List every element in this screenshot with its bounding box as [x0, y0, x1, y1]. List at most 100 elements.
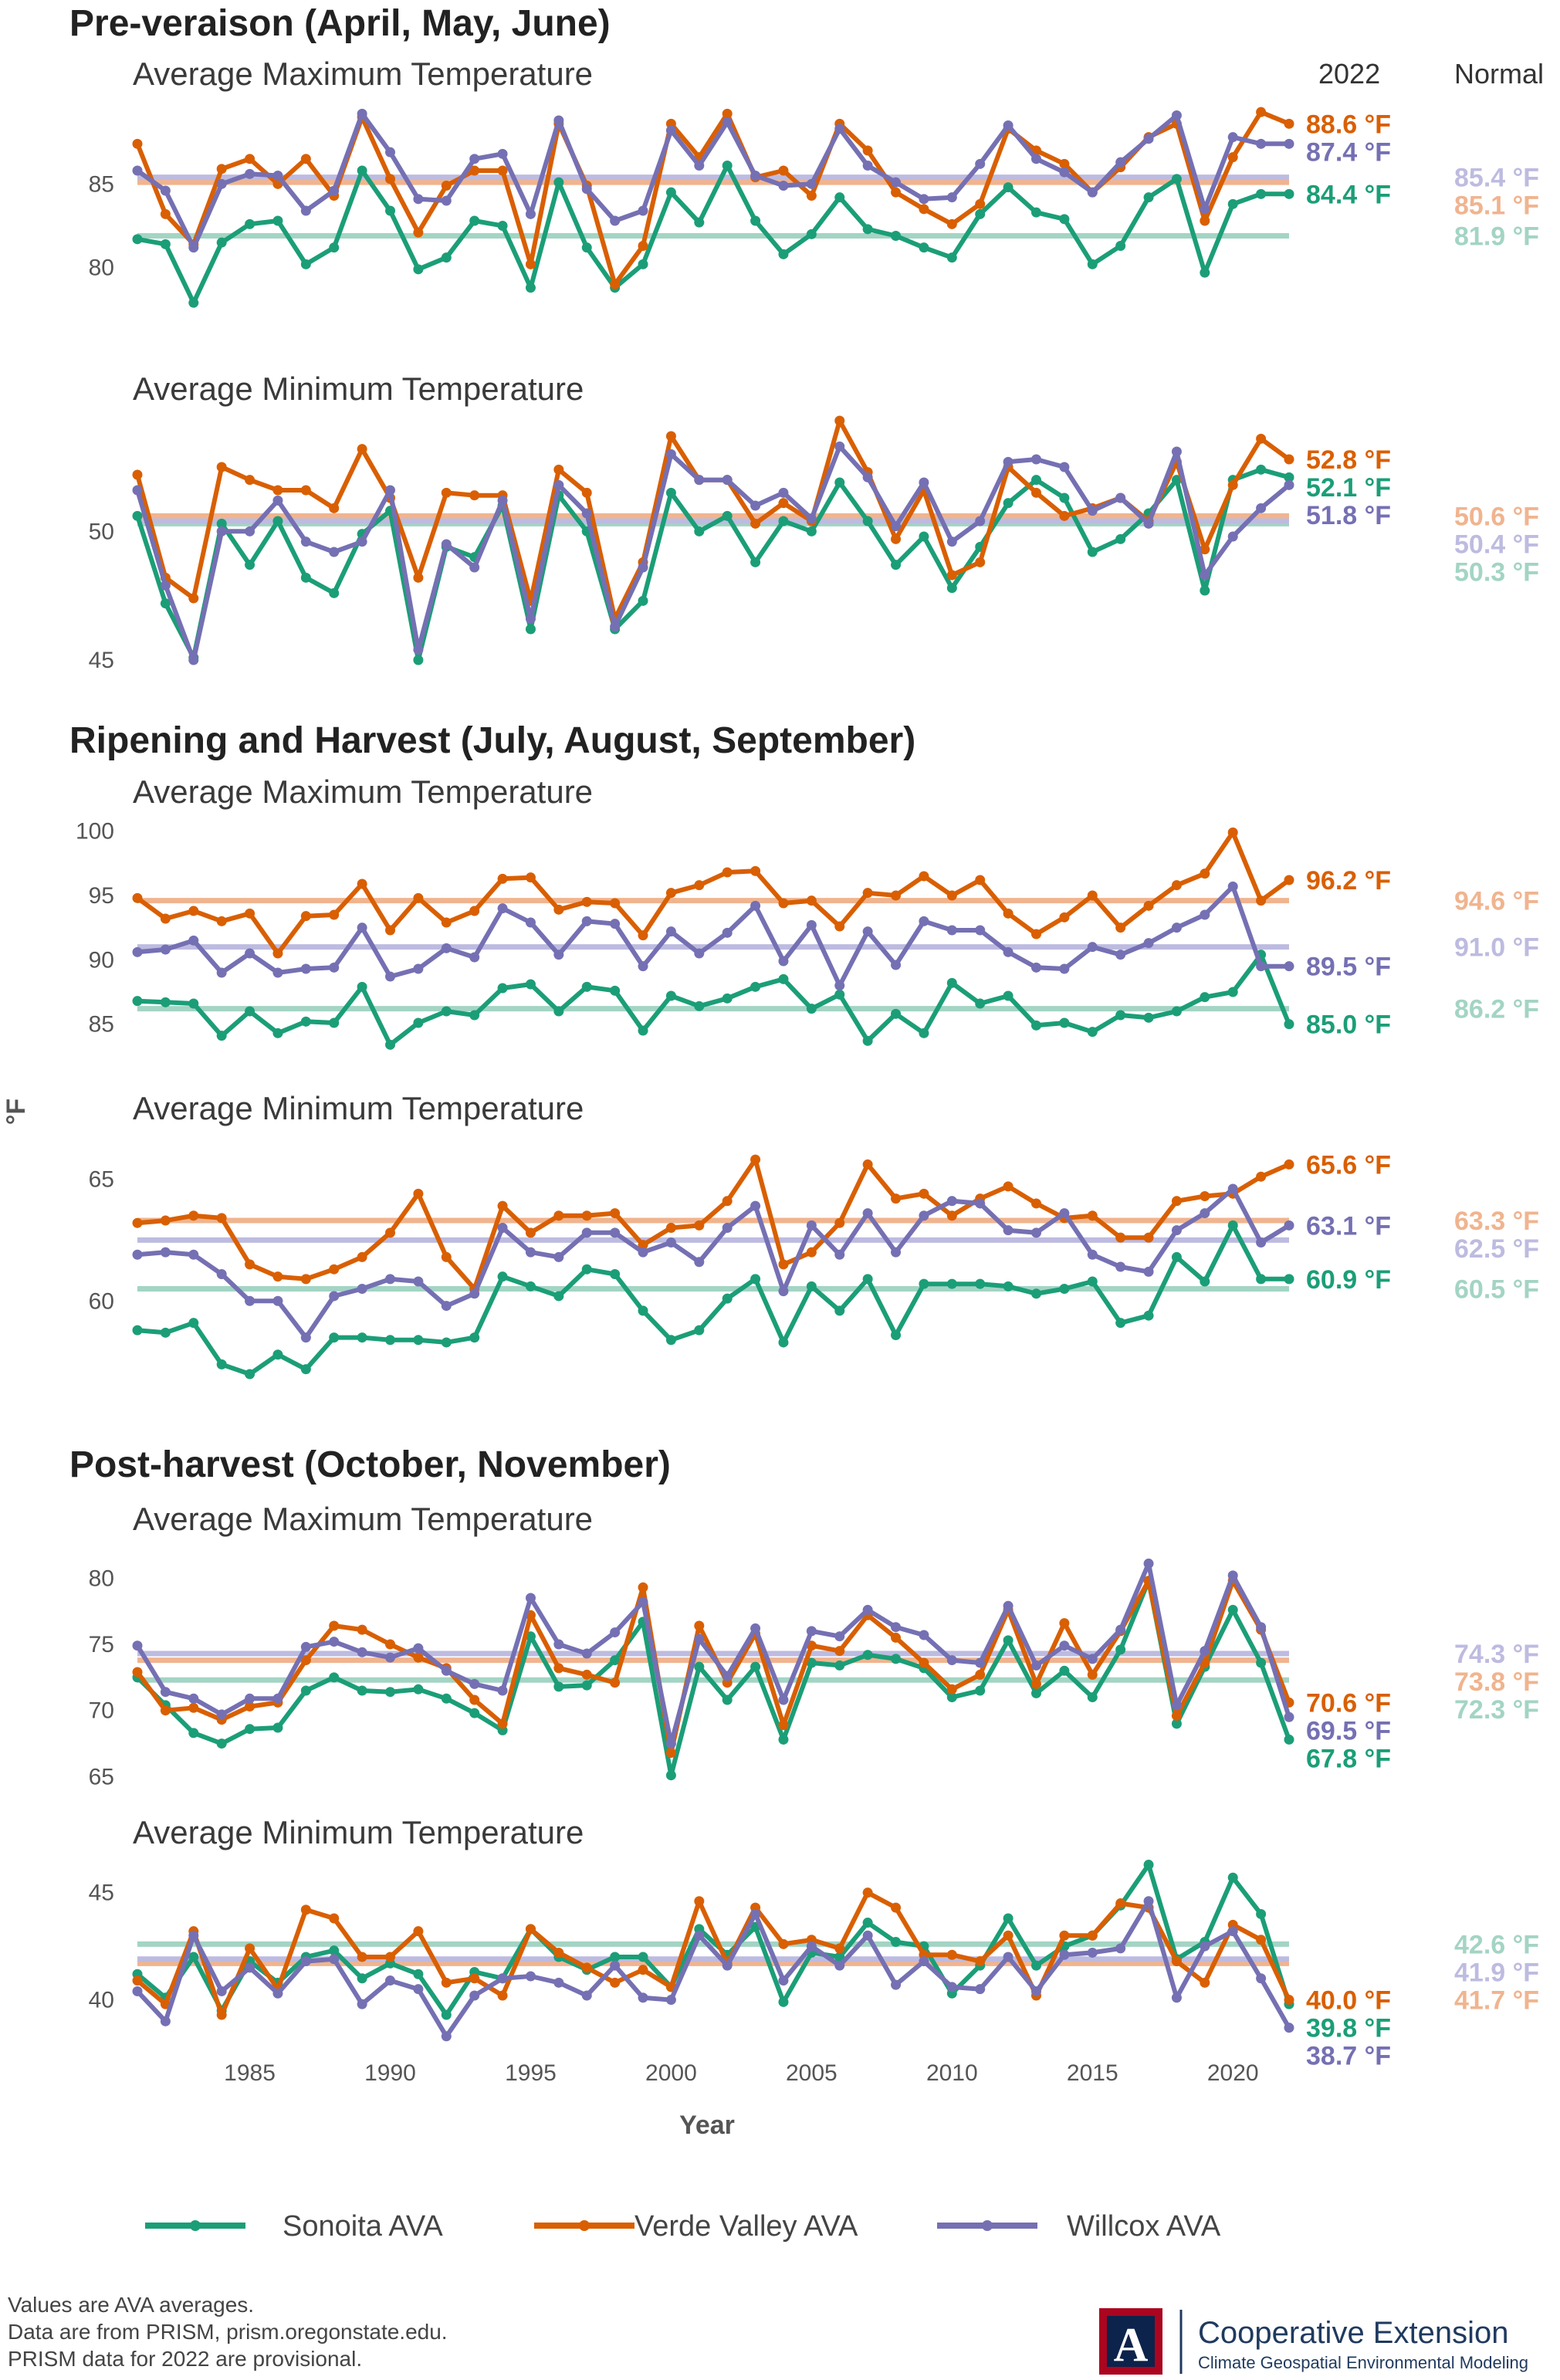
- data-point: [1284, 1274, 1294, 1285]
- data-point: [188, 593, 199, 604]
- data-point: [1059, 462, 1070, 472]
- data-point: [610, 1227, 621, 1238]
- data-point: [357, 1685, 367, 1696]
- data-point: [272, 967, 283, 978]
- data-point: [946, 1692, 957, 1703]
- data-point: [132, 510, 143, 521]
- data-point: [834, 921, 845, 932]
- data-point: [300, 911, 311, 922]
- data-point: [357, 444, 367, 455]
- data-point: [1115, 241, 1126, 251]
- data-point: [806, 191, 817, 201]
- data-point: [1143, 1860, 1154, 1870]
- data-point: [862, 1604, 873, 1615]
- data-point: [385, 1039, 396, 1050]
- data-point: [441, 2031, 452, 2042]
- data-point: [1200, 544, 1210, 555]
- legend-label-verde: Verde Valley AVA: [634, 2210, 858, 2243]
- normal-value-label: 81.9 °F: [1454, 222, 1539, 252]
- data-point: [525, 1971, 536, 1982]
- data-point: [216, 518, 227, 529]
- data-point: [665, 990, 676, 1001]
- data-point: [722, 108, 733, 119]
- data-point: [385, 971, 396, 982]
- end-value-label: 39.8 °F: [1306, 2014, 1391, 2043]
- data-point: [525, 1924, 536, 1935]
- data-point: [750, 1200, 761, 1211]
- data-point: [245, 526, 255, 537]
- data-point: [581, 1962, 592, 1973]
- data-point: [385, 1652, 396, 1663]
- data-point: [553, 1947, 564, 1958]
- data-point: [413, 1188, 424, 1199]
- data-point: [778, 1337, 789, 1348]
- note-line-1: Values are AVA averages.: [8, 2293, 254, 2317]
- data-point: [834, 192, 845, 203]
- data-point: [750, 215, 761, 226]
- data-point: [329, 587, 340, 598]
- data-point: [665, 1237, 676, 1248]
- data-point: [1200, 909, 1210, 920]
- data-point: [778, 1694, 789, 1705]
- data-point: [329, 1954, 340, 1965]
- data-point: [1143, 192, 1154, 203]
- data-point: [1087, 259, 1098, 269]
- data-point: [357, 165, 367, 176]
- data-point: [1256, 1622, 1267, 1633]
- y-tick-label: 100: [76, 819, 114, 845]
- y-tick-label: 80: [89, 1566, 114, 1591]
- data-point: [1284, 1995, 1294, 2006]
- data-point: [132, 892, 143, 903]
- data-point: [806, 1004, 817, 1014]
- data-point: [469, 1678, 480, 1689]
- end-value-label: 60.9 °F: [1306, 1265, 1391, 1295]
- data-point: [160, 1705, 171, 1716]
- data-point: [975, 158, 986, 169]
- data-point: [1115, 157, 1126, 168]
- data-point: [946, 537, 957, 547]
- data-point: [1200, 1208, 1210, 1219]
- data-point: [272, 495, 283, 506]
- data-point: [806, 1247, 817, 1258]
- brand-subtitle: Climate Geospatial Environmental Modelin…: [1198, 2353, 1528, 2372]
- data-point: [975, 1657, 986, 1668]
- data-point: [160, 598, 171, 609]
- data-point: [975, 208, 986, 219]
- data-point: [946, 977, 957, 988]
- data-point: [891, 1979, 902, 1990]
- data-point: [469, 215, 480, 226]
- data-point: [694, 1930, 705, 1941]
- data-point: [1059, 493, 1070, 503]
- y-tick-label: 85: [89, 171, 114, 197]
- data-point: [188, 1693, 199, 1704]
- data-point: [132, 1986, 143, 1996]
- data-point: [385, 485, 396, 496]
- y-tick-label: 45: [89, 648, 114, 673]
- series-line: [135, 1898, 1291, 2039]
- data-point: [1087, 890, 1098, 901]
- y-tick-label: 50: [89, 519, 114, 544]
- data-point: [919, 194, 929, 205]
- data-point: [272, 1722, 283, 1733]
- data-point: [834, 980, 845, 991]
- data-point: [919, 871, 929, 882]
- data-point: [1143, 1266, 1154, 1277]
- data-point: [891, 1654, 902, 1664]
- data-point: [1003, 498, 1013, 509]
- data-point: [525, 1281, 536, 1292]
- data-point: [722, 117, 733, 127]
- data-point: [1143, 1232, 1154, 1243]
- brand-name: Cooperative Extension: [1198, 2316, 1508, 2350]
- data-point: [525, 872, 536, 883]
- data-point: [891, 560, 902, 570]
- data-point: [862, 1930, 873, 1941]
- data-point: [329, 547, 340, 557]
- data-point: [132, 1640, 143, 1651]
- data-point: [160, 185, 171, 196]
- data-point: [160, 208, 171, 219]
- data-point: [160, 1215, 171, 1226]
- data-point: [1256, 433, 1267, 444]
- data-point: [1284, 1734, 1294, 1745]
- data-point: [1003, 182, 1013, 193]
- data-point: [1059, 1618, 1070, 1629]
